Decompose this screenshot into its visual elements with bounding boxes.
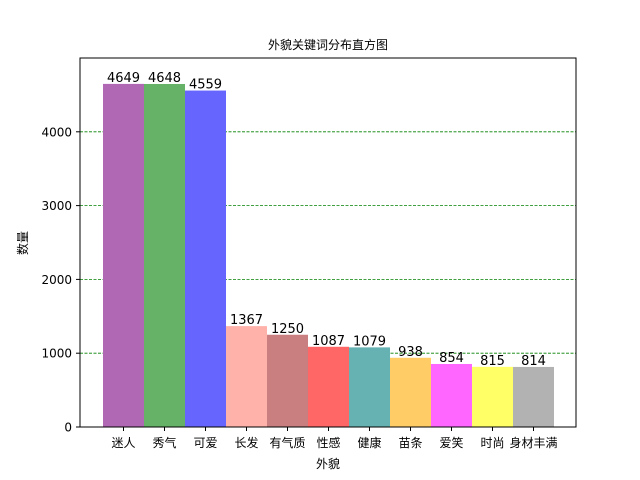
- x-tick-label: 身材丰满: [509, 435, 557, 450]
- y-tick-label: 1000: [41, 347, 72, 361]
- bar: [185, 90, 226, 427]
- x-tick-label: 秀气: [152, 435, 176, 450]
- x-tick-label: 可爱: [193, 436, 217, 450]
- bar: [144, 83, 185, 427]
- bar: [472, 366, 513, 427]
- y-axis: 0 1000 2000 3000 4000: [41, 125, 80, 435]
- bar: [390, 357, 431, 427]
- bar-value-label: 814: [521, 354, 546, 369]
- x-tick-label: 有气质: [269, 435, 305, 450]
- x-tick-label: 健康: [357, 435, 381, 450]
- x-tick-label: 迷人: [111, 436, 135, 450]
- x-tick-label: 苗条: [398, 436, 422, 450]
- y-axis-label: 数量: [15, 231, 30, 255]
- y-tick-label: 4000: [41, 125, 72, 139]
- x-axis: 迷人 秀气 可爱 长发 有气质 性感 健康 苗条 爱笑 时尚 身材丰满: [111, 427, 558, 450]
- bar: [267, 334, 308, 427]
- bar-value-label: 1079: [353, 334, 386, 349]
- bar-value-label: 4648: [148, 71, 181, 86]
- y-tick-label: 0: [64, 421, 72, 435]
- chart-title: 外貌关键词分布直方图: [268, 37, 388, 52]
- bar-value-label: 938: [398, 345, 423, 360]
- y-tick-label: 3000: [41, 199, 72, 213]
- bar: [431, 363, 472, 427]
- bar-value-label: 854: [439, 351, 464, 366]
- x-tick-label: 性感: [316, 435, 340, 450]
- bar-value-label: 1087: [312, 334, 345, 349]
- bar: [226, 326, 267, 427]
- bar: [349, 347, 390, 427]
- x-tick-label: 时尚: [480, 436, 504, 450]
- bar-value-label: 4649: [107, 71, 140, 86]
- bar: [103, 83, 144, 427]
- x-tick-label: 长发: [234, 435, 258, 450]
- bar: [308, 346, 349, 427]
- bar-value-label: 815: [480, 354, 505, 369]
- bar-value-label: 1250: [271, 322, 304, 337]
- bars-layer: [103, 83, 554, 427]
- bar-value-label: 1367: [230, 313, 263, 328]
- x-tick-label: 爱笑: [439, 435, 463, 450]
- bar-value-label: 4559: [189, 78, 222, 93]
- data-labels: 4649 4648 4559 1367 1250 1087 1079 938 854 815 814: [107, 71, 546, 369]
- bar: [513, 366, 554, 427]
- y-tick-label: 2000: [41, 273, 72, 287]
- x-axis-label: 外貌: [316, 456, 340, 471]
